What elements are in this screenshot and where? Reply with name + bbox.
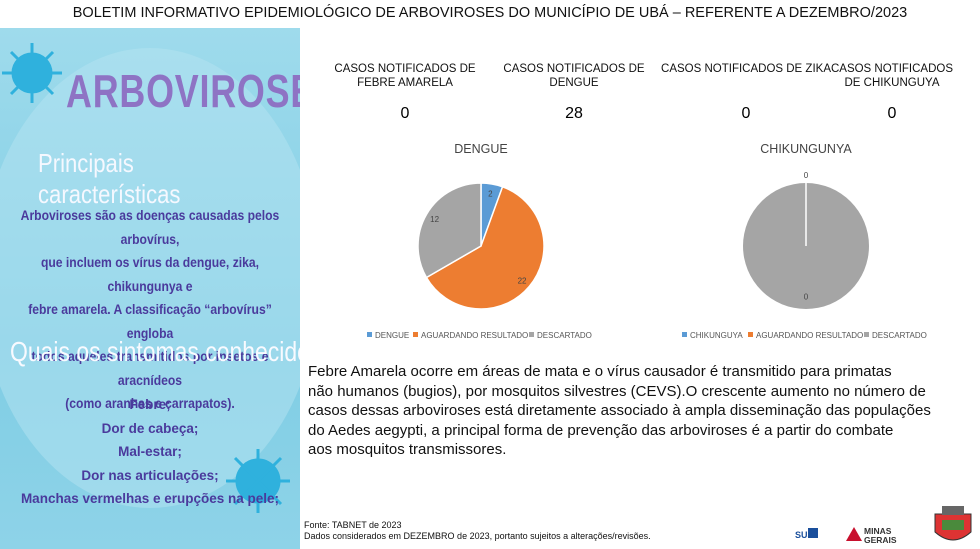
logo-mg-line: GERAIS [864,535,897,545]
description-line: que incluem os vírus da dengue, zika, ch… [40,255,260,294]
slice-label: 22 [518,276,527,285]
symptoms-title: Quais os sintomas conhecidos? [10,336,300,367]
card-label-line: FEBRE AMARELA [357,77,453,89]
legend-swatch [864,332,869,337]
card-value: 28 [565,105,583,122]
paragraph: Febre Amarela ocorre em áreas de mata e … [308,362,931,460]
slice-label: 12 [430,215,439,224]
card-value: 0 [887,105,897,122]
logo-mg-line: MINAS [864,526,892,536]
legend-label: AGUARDANDO RESULTADO [421,331,528,340]
paragraph-line: casos dessas arboviroses está diretament… [308,402,931,419]
panel-title: ARBOVIROSES [66,65,300,117]
card-label-line: CASOS NOTIFICADOS [830,63,954,75]
legend-swatch [748,332,753,337]
slice-label: 0 [804,171,809,180]
legend-swatch [413,332,418,337]
chart-title: CHIKUNGUNYA [760,142,852,156]
symptom: Febre; [129,397,171,412]
card-label-line: CASOS NOTIFICADOS DE [334,63,476,75]
paragraph-line: não humanos (bugios), por mosquitos silv… [308,382,926,400]
description-line: Arboviroses são as doenças causadas pelo… [20,208,280,247]
symptom: Dor nas articulações; [81,467,219,483]
footer: Fonte: TABNET de 2023 Dados considerados… [304,520,651,542]
card-label-line: DE CHIKUNGUYA [844,77,940,89]
description-line: todos aqueles transmitidos por insetos e… [31,349,269,388]
card-label: CASOS NOTIFICADOS DE ZIKA [661,62,831,76]
symptom: Dor de cabeça; [101,420,199,436]
source: Fonte: TABNET de 2023 [304,520,402,530]
card-label-line: CASOS NOTIFICADOS DE ZIKA [661,63,831,75]
card-label: CASOS NOTIFICADOS DE FEBRE AMARELA [320,62,490,90]
symptom: Mal-estar; [118,444,182,459]
logo-cross [808,528,818,538]
card-label-line: CASOS NOTIFICADOS DE DENGUE [503,63,645,89]
legend-label: DESCARTADO [537,331,592,340]
logo-mg-mark [846,527,862,541]
info-panel: ARBOVIROSES Principais características A… [0,28,300,549]
legend-swatch [367,332,372,337]
card-label: CASOS NOTIFICADOS DE DENGUE [489,62,659,90]
legend-swatch [529,332,534,337]
legend-label: AGUARDANDO RESULTADO [756,331,863,340]
slice-label: 0 [804,293,809,302]
pie-slice [417,182,482,279]
city-crest [934,506,972,541]
description-line: febre amarela. A classificação “arbovíru… [28,302,272,341]
note: Dados considerados em DEZEMBRO de 2023, … [304,531,651,541]
paragraph-line: aos mosquitos transmissores. [308,441,507,458]
symptoms-list: Febre; Dor de cabeça; Mal-estar; Dor nas ar… [0,393,300,511]
chart-title: DENGUE [454,142,507,156]
pie-slice [425,185,545,310]
page-title: BOLETIM INFORMATIVO EPIDEMIOLÓGICO DE AR… [72,5,908,21]
card-label: CASOS NOTIFICADOS DE CHIKUNGUYA [807,62,977,90]
paragraph-line: do Aedes aegypti, a principal forma de p… [308,421,894,439]
legend-label: CHIKUNGUYA [690,331,743,340]
description-line: (como aranhas e carrapatos). [65,396,235,411]
legend-label: DESCARTADO [872,331,927,340]
logo-sus: SUS [795,530,814,540]
logo-mg: MINAS GERAIS [864,527,897,545]
card-value: 0 [400,105,410,122]
panel-subtitle: Principais características [38,148,181,209]
legend-swatch [682,332,687,337]
panel-description: Arboviroses são as doenças causadas pelo… [15,204,285,416]
card-value: 0 [741,105,751,122]
panel-decor [0,43,300,513]
slice-label: 2 [488,189,493,198]
symptom: Manchas vermelhas e erupções na pele; [20,491,280,506]
paragraph-line: Febre Amarela ocorre em áreas de mata e … [308,363,892,380]
legend-label: DENGUE [375,331,409,340]
